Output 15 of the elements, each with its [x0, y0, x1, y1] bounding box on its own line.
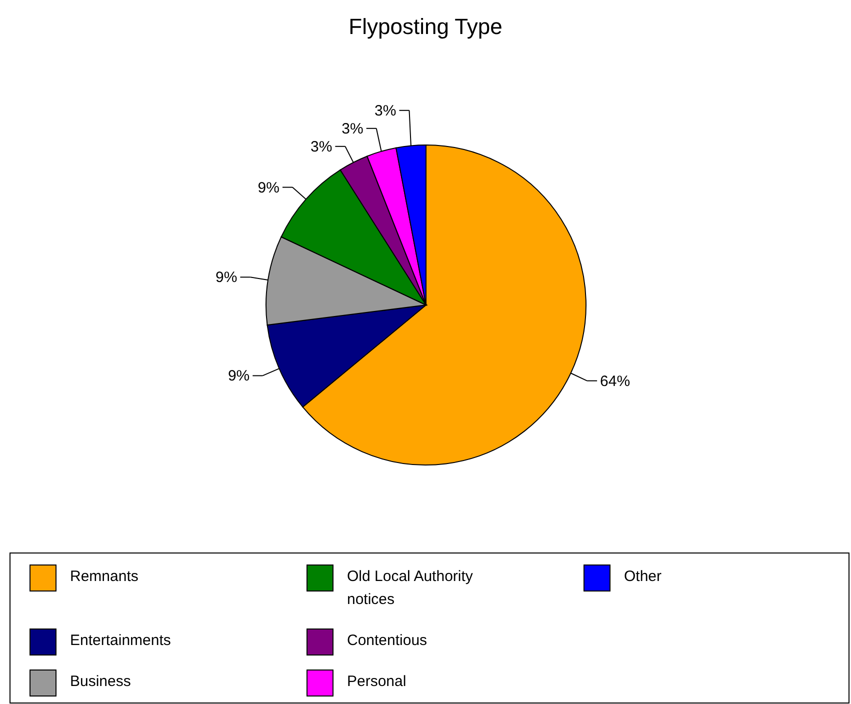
legend-label: Business	[70, 673, 131, 690]
data-label: 9%	[228, 368, 250, 385]
data-label: 64%	[600, 372, 630, 390]
data-label: 9%	[216, 269, 238, 286]
legend-label: Old Local Authority notices	[347, 568, 474, 608]
legend-label: Other	[624, 568, 662, 585]
data-label: 9%	[258, 179, 280, 196]
legend-label: Entertainments	[70, 632, 171, 649]
legend-label: Personal	[347, 673, 406, 690]
data-label: 3%	[310, 138, 332, 156]
legend-label: Remnants	[70, 568, 138, 585]
chart-title: Flyposting Type	[348, 14, 502, 39]
legend-label: Contentious	[347, 632, 428, 649]
data-label: 3%	[342, 120, 364, 138]
data-label: 3%	[374, 102, 396, 120]
